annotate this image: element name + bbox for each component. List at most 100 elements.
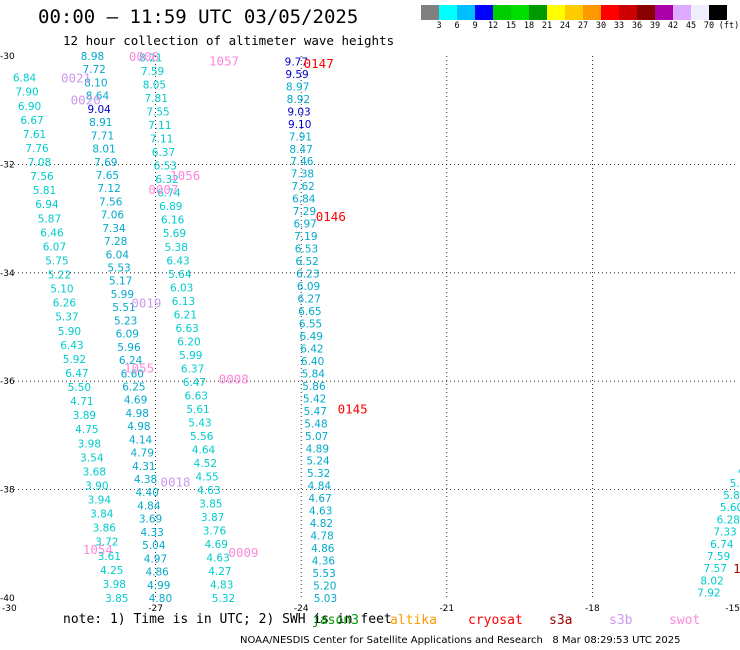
wave-height-value: 4.64 bbox=[192, 444, 216, 456]
pass-id-label: 0147 bbox=[304, 56, 334, 71]
wave-height-value: 6.74 bbox=[710, 539, 734, 551]
wave-height-value: 6.74 bbox=[157, 188, 181, 200]
pass-id-label: 0018 bbox=[160, 474, 190, 489]
wave-height-value: 6.09 bbox=[297, 281, 320, 293]
wave-height-value: 4 bbox=[738, 466, 740, 478]
wave-height-value: 7.38 bbox=[291, 169, 314, 181]
wave-height-value: 9.77 bbox=[285, 56, 308, 68]
wave-height-value: 6.94 bbox=[35, 199, 59, 211]
wave-height-value: 7.34 bbox=[102, 223, 126, 235]
wave-height-value: 3.87 bbox=[201, 512, 224, 524]
wave-height-value: 5.99 bbox=[111, 289, 134, 301]
legend-swatch bbox=[637, 5, 655, 20]
wave-height-value: 6.21 bbox=[174, 309, 197, 321]
wave-height-value: 6.25 bbox=[122, 381, 145, 393]
wave-height-value: 6.53 bbox=[295, 244, 318, 256]
wave-height-value: 4.67 bbox=[308, 493, 331, 505]
wave-height-value: 5.86 bbox=[302, 381, 326, 393]
wave-height-value: 6.63 bbox=[175, 323, 198, 335]
wave-height-value: 6.04 bbox=[106, 249, 130, 261]
wave-height-value: 5.60 bbox=[720, 502, 740, 514]
wave-height-value: 6.43 bbox=[166, 255, 189, 267]
lat-tick-label: -40 bbox=[0, 594, 15, 604]
track-a: 6.84 7.90 6.90 6.67 7.61 7.76 7.08 7.56 5.81 6.94… bbox=[13, 73, 129, 605]
legend-tick-label: 24 bbox=[559, 21, 571, 31]
wave-height-value: 6.20 bbox=[177, 336, 200, 348]
pass-id-label: 0009 bbox=[228, 545, 258, 560]
legend-tick-label: 15 bbox=[505, 21, 517, 31]
wave-height-value: 6.97 bbox=[293, 219, 316, 231]
legend-swatch bbox=[619, 5, 637, 20]
wave-height-value: 4.98 bbox=[127, 421, 150, 433]
wave-height-value: 6.47 bbox=[183, 377, 206, 389]
wave-height-value: 5.99 bbox=[179, 350, 202, 362]
wave-height-value: 5.53 bbox=[107, 263, 130, 275]
wave-height-value: 3.94 bbox=[88, 495, 112, 507]
wave-height-value: 4.98 bbox=[126, 408, 149, 420]
wave-height-value: 6.32 bbox=[155, 174, 178, 186]
wave-height-value: 8.98 bbox=[81, 51, 104, 63]
axis-labels: -30-32-34-36-38-40-30 -27 -24 -21 -18 -15 bbox=[0, 52, 740, 614]
legend-tick-label: 30 bbox=[595, 21, 607, 31]
wave-height-value: 6.60 bbox=[121, 368, 144, 380]
wave-height-value: 6.43 bbox=[60, 340, 83, 352]
wave-height-value: 5.42 bbox=[303, 393, 326, 405]
lon-tick-label: -24 bbox=[294, 604, 309, 614]
wave-height-value: 5.2 bbox=[730, 478, 740, 490]
wave-height-value: 7.19 bbox=[294, 231, 317, 243]
wave-height-value: 4.55 bbox=[195, 471, 218, 483]
wave-height-value: 6.63 bbox=[185, 390, 208, 402]
wave-height-value: 7.62 bbox=[291, 181, 314, 193]
pass-id-label: 0006 bbox=[129, 49, 159, 64]
wave-height-value: 5.07 bbox=[305, 431, 328, 443]
legend-swatch bbox=[709, 5, 727, 20]
legend-swatch bbox=[421, 5, 439, 20]
wave-height-value: 6.37 bbox=[181, 363, 204, 375]
legend-unit: (ft) bbox=[718, 21, 740, 31]
pass-id-label: 0007 bbox=[148, 182, 178, 197]
wave-height-value: 5.48 bbox=[304, 418, 327, 430]
legend-swatch bbox=[655, 5, 673, 20]
wave-height-value: 4.69 bbox=[205, 539, 228, 551]
wave-height-value: 6.55 bbox=[299, 318, 322, 330]
satellite-legend-altika: altika bbox=[390, 613, 437, 628]
wave-height-value: 3.61 bbox=[98, 551, 121, 563]
wave-height-value: 8.97 bbox=[286, 81, 309, 93]
legend-swatch bbox=[529, 5, 547, 20]
wave-height-value: 5.43 bbox=[188, 417, 211, 429]
legend-swatch bbox=[565, 5, 583, 20]
wave-height-value: 4.84 bbox=[308, 481, 332, 493]
wave-height-value: 7.33 bbox=[713, 527, 736, 539]
wave-height-value: 3.98 bbox=[78, 438, 101, 450]
wave-height-value: 6.16 bbox=[161, 215, 185, 227]
wave-height-value: 7.08 bbox=[28, 157, 51, 169]
wave-height-value: 4.89 bbox=[306, 443, 329, 455]
lat-tick-label: -38 bbox=[0, 486, 15, 496]
legend-tick-label: 42 bbox=[667, 21, 679, 31]
wave-height-value: 4.63 bbox=[309, 506, 332, 518]
wave-height-value: 7.56 bbox=[30, 171, 54, 183]
wave-height-value: 3.86 bbox=[93, 523, 117, 535]
lon-tick-label: -30 bbox=[2, 604, 17, 614]
wave-height-value: 6.26 bbox=[53, 298, 77, 310]
wave-height-value: 7.61 bbox=[23, 129, 46, 141]
satellite-legend-s3a: s3a bbox=[549, 613, 573, 628]
wave-height-value: 6.13 bbox=[172, 296, 195, 308]
lon-tick-label: -27 bbox=[148, 604, 163, 614]
wave-height-value: 4.99 bbox=[147, 580, 170, 592]
wave-height-value: 6.37 bbox=[152, 147, 175, 159]
wave-height-value: 5.96 bbox=[117, 342, 141, 354]
lon-tick-label: -15 bbox=[725, 604, 740, 614]
wave-height-value: 4.86 bbox=[311, 543, 335, 555]
pass-id-label: 1 bbox=[733, 561, 740, 576]
legend-tick-label: 39 bbox=[649, 21, 661, 31]
wave-height-value: 6.53 bbox=[154, 161, 177, 173]
wave-height-value: 5.92 bbox=[63, 354, 86, 366]
wave-height-value: 8.01 bbox=[92, 144, 115, 156]
wave-height-value: 7.59 bbox=[707, 551, 730, 563]
wave-height-value: 5.81 bbox=[33, 185, 56, 197]
wave-height-value: 4.97 bbox=[144, 553, 167, 565]
wave-height-value: 6.23 bbox=[296, 269, 319, 281]
wave-height-value: 4.27 bbox=[208, 566, 231, 578]
